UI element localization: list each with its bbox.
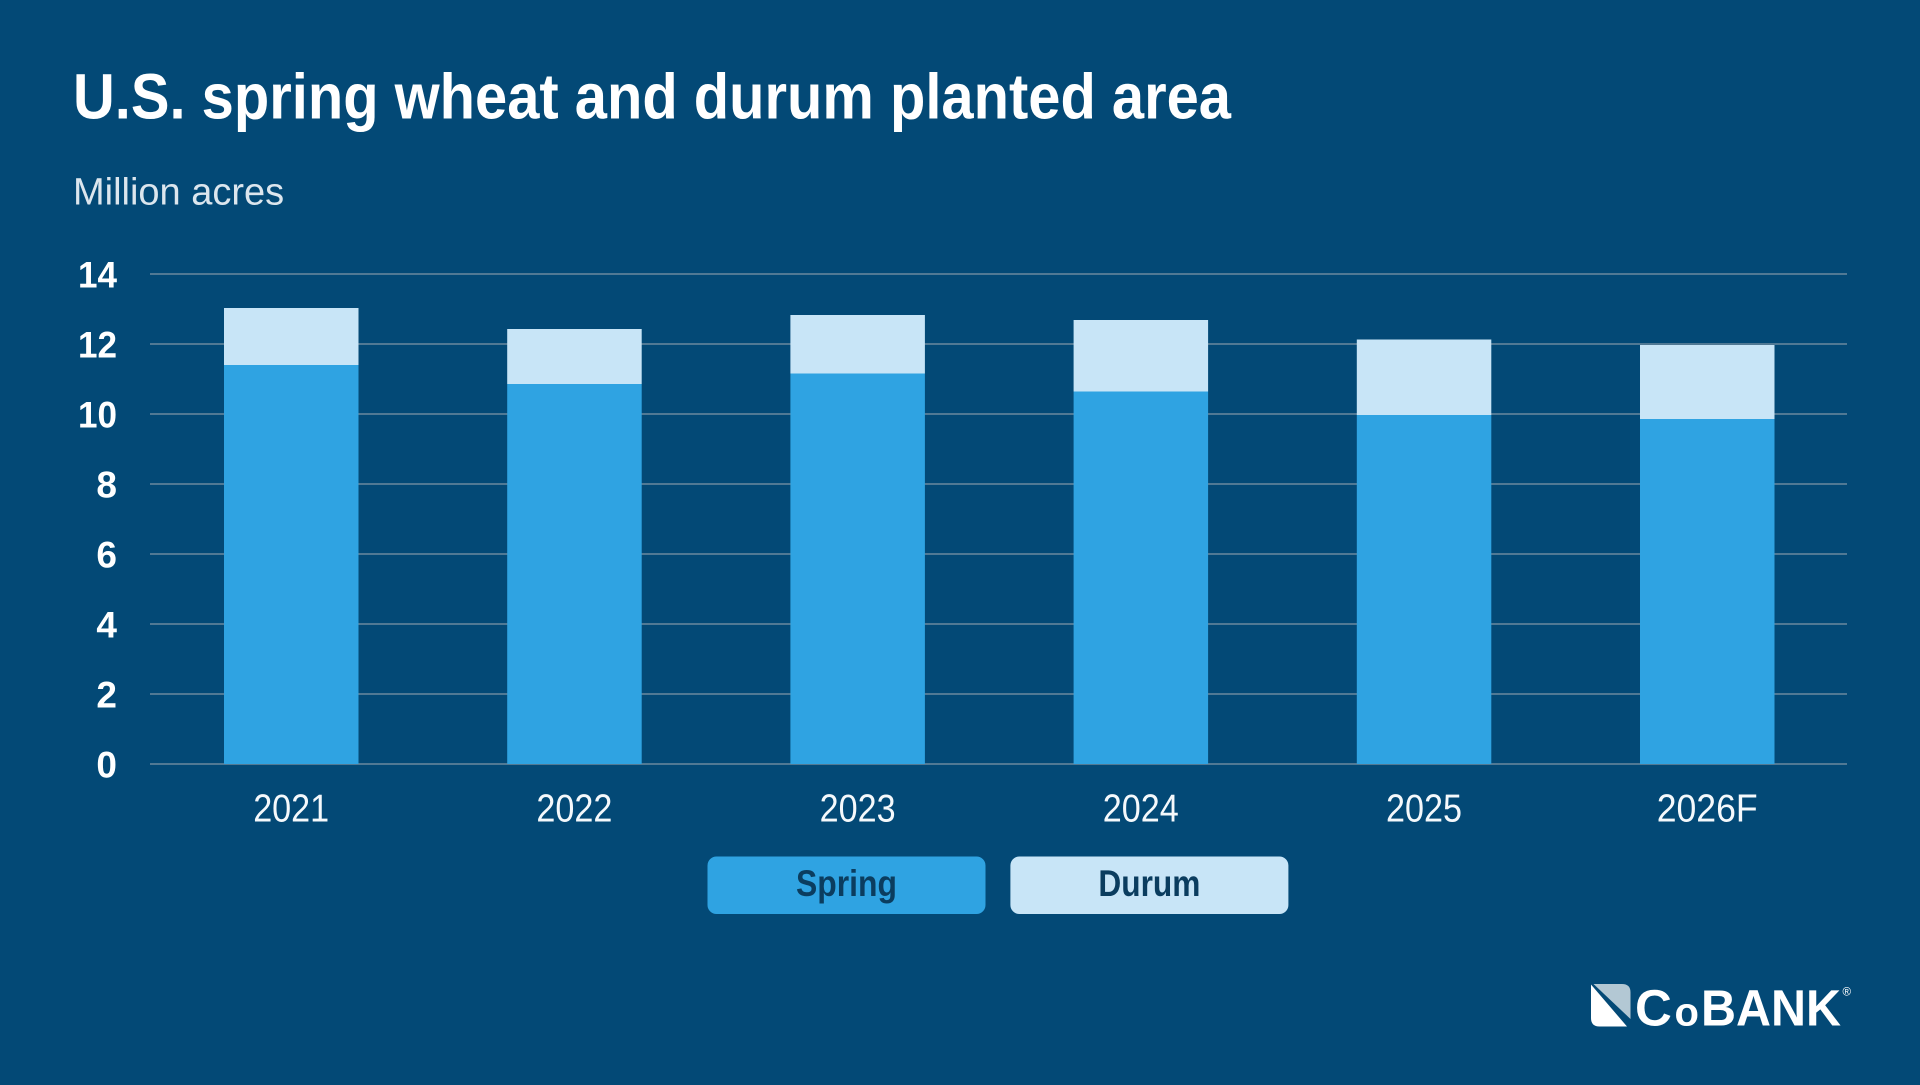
svg-text:10: 10 (78, 395, 117, 436)
svg-text:Spring: Spring (796, 863, 897, 904)
svg-text:2023: 2023 (820, 788, 896, 831)
svg-text:2: 2 (96, 675, 117, 716)
svg-text:2022: 2022 (536, 788, 612, 831)
svg-text:2024: 2024 (1103, 788, 1179, 831)
svg-text:o: o (1675, 990, 1699, 1034)
svg-text:2025: 2025 (1386, 788, 1462, 831)
svg-text:8: 8 (96, 465, 117, 506)
svg-text:C: C (1635, 979, 1672, 1036)
svg-text:14: 14 (78, 255, 117, 296)
svg-text:0: 0 (96, 745, 117, 786)
svg-text:6: 6 (96, 535, 117, 576)
svg-text:4: 4 (96, 605, 117, 646)
svg-text:12: 12 (78, 325, 117, 366)
svg-text:2026F: 2026F (1657, 788, 1758, 831)
svg-text:Durum: Durum (1098, 863, 1200, 904)
svg-text:®: ® (1843, 987, 1852, 999)
svg-text:U.S. spring wheat and durum pl: U.S. spring wheat and durum planted area (73, 60, 1231, 132)
svg-text:BANK: BANK (1701, 979, 1841, 1036)
svg-text:Million acres: Million acres (73, 172, 284, 214)
svg-text:2021: 2021 (253, 788, 329, 831)
